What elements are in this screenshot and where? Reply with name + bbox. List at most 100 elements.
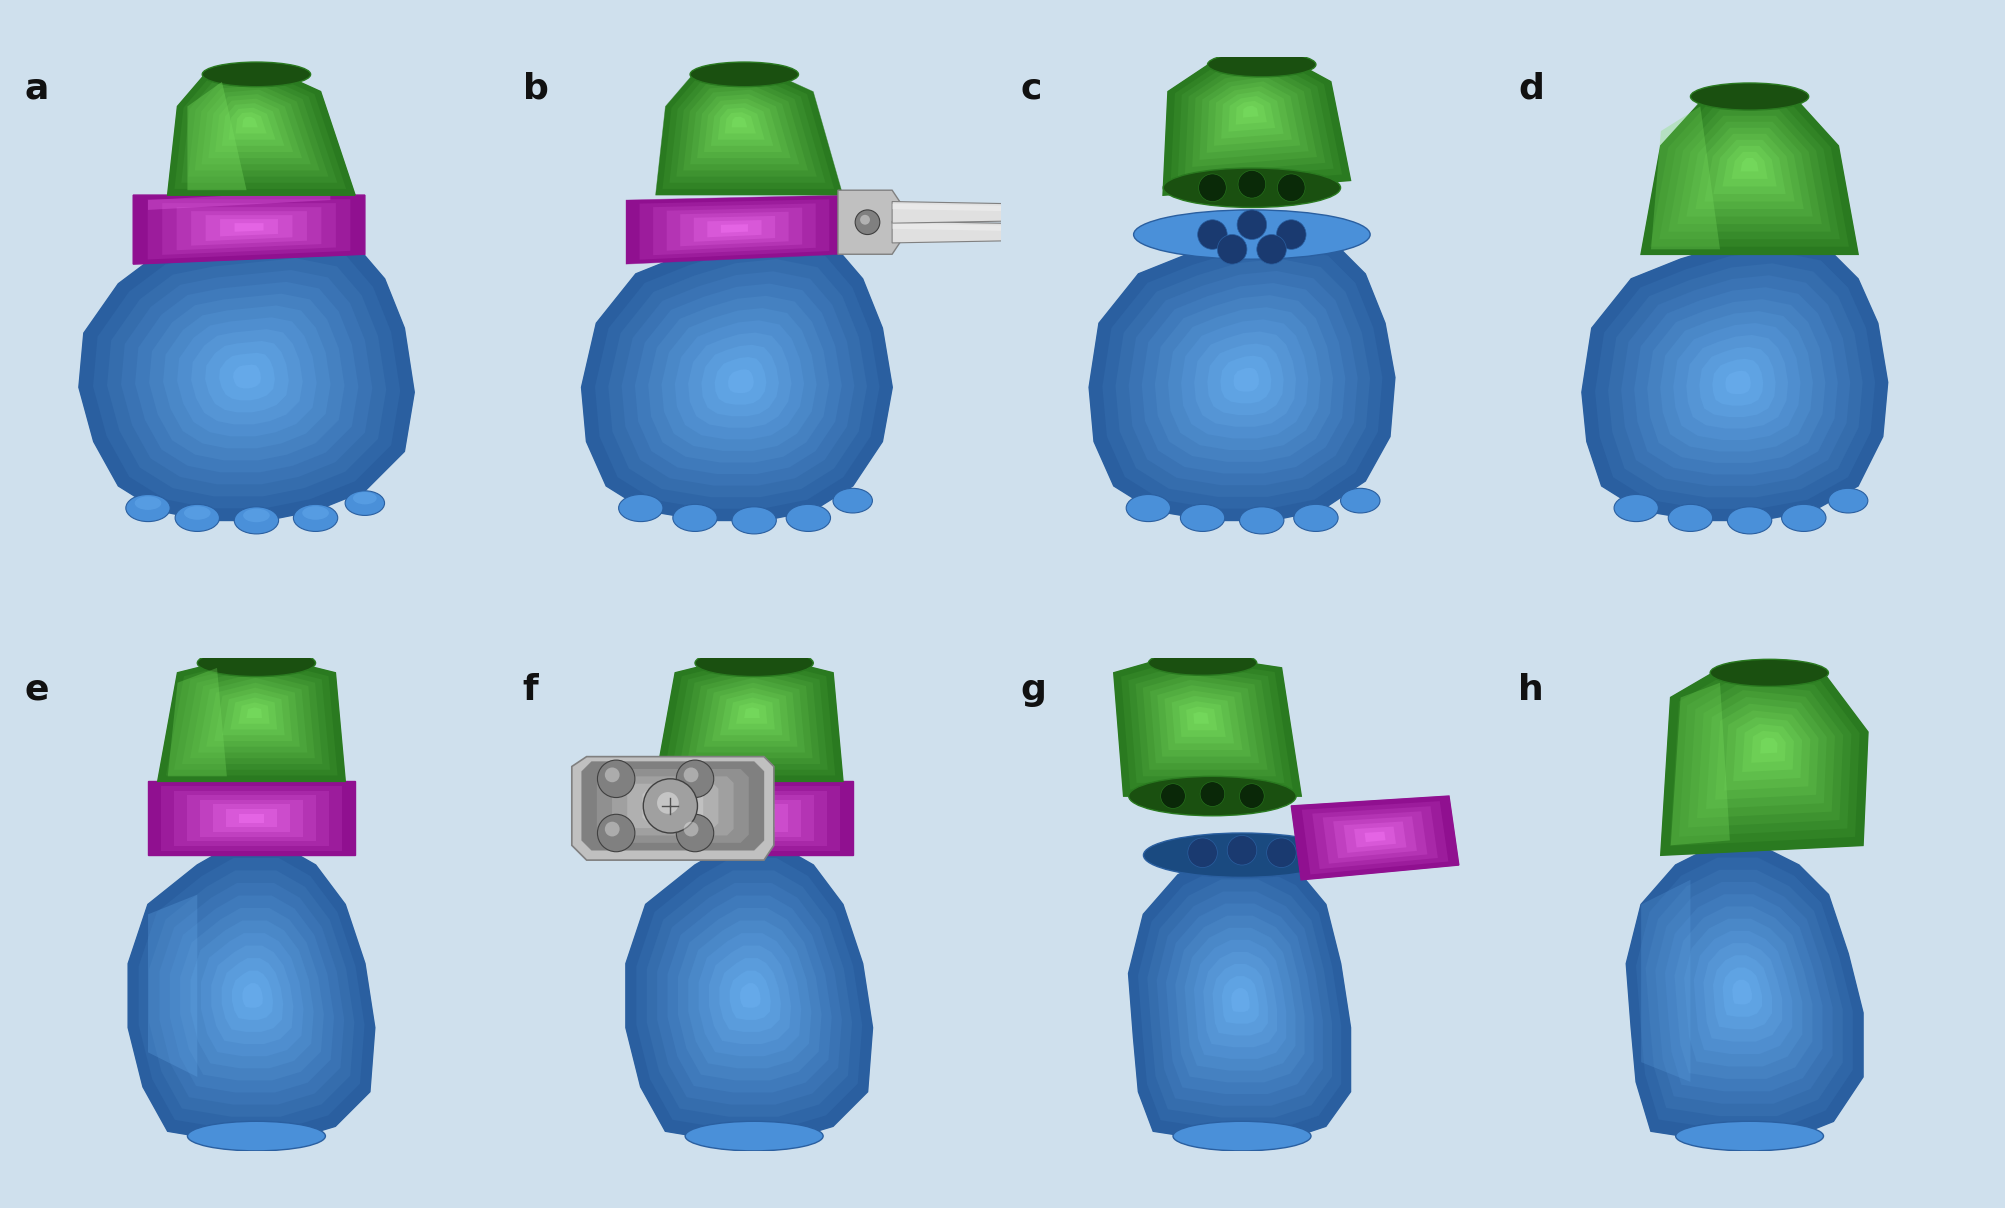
Polygon shape bbox=[1722, 710, 1809, 790]
Circle shape bbox=[676, 760, 714, 797]
Polygon shape bbox=[1179, 701, 1225, 737]
Polygon shape bbox=[1696, 690, 1835, 818]
Circle shape bbox=[1197, 220, 1227, 249]
Polygon shape bbox=[581, 234, 892, 521]
Polygon shape bbox=[690, 89, 798, 164]
Polygon shape bbox=[78, 234, 413, 521]
Polygon shape bbox=[1668, 110, 1831, 232]
Polygon shape bbox=[702, 344, 778, 417]
Polygon shape bbox=[1185, 707, 1217, 731]
Text: e: e bbox=[24, 673, 50, 707]
Ellipse shape bbox=[1710, 660, 1827, 686]
Polygon shape bbox=[712, 687, 790, 741]
Polygon shape bbox=[656, 66, 842, 196]
Polygon shape bbox=[1333, 817, 1416, 858]
Polygon shape bbox=[720, 958, 780, 1032]
Polygon shape bbox=[239, 702, 269, 724]
Circle shape bbox=[1199, 174, 1225, 202]
Polygon shape bbox=[1213, 86, 1291, 146]
Polygon shape bbox=[1301, 801, 1448, 875]
Polygon shape bbox=[168, 66, 355, 196]
Polygon shape bbox=[229, 108, 275, 140]
Polygon shape bbox=[1740, 724, 1792, 772]
Polygon shape bbox=[1678, 676, 1851, 837]
Polygon shape bbox=[1185, 928, 1295, 1070]
Polygon shape bbox=[1722, 146, 1776, 186]
Polygon shape bbox=[1658, 104, 1839, 239]
Polygon shape bbox=[128, 846, 375, 1142]
Ellipse shape bbox=[235, 507, 279, 534]
Circle shape bbox=[1277, 174, 1305, 202]
Polygon shape bbox=[1163, 52, 1349, 196]
Polygon shape bbox=[1672, 323, 1800, 440]
Polygon shape bbox=[724, 809, 774, 827]
Polygon shape bbox=[640, 199, 828, 260]
Polygon shape bbox=[698, 800, 800, 837]
Polygon shape bbox=[1175, 916, 1303, 1082]
Polygon shape bbox=[1608, 263, 1863, 498]
Polygon shape bbox=[1103, 246, 1381, 509]
Ellipse shape bbox=[1000, 227, 1019, 238]
Polygon shape bbox=[1127, 664, 1283, 783]
Polygon shape bbox=[1704, 697, 1827, 809]
Polygon shape bbox=[730, 970, 770, 1020]
Polygon shape bbox=[1712, 359, 1762, 406]
Polygon shape bbox=[1321, 812, 1428, 864]
Polygon shape bbox=[1644, 870, 1843, 1116]
Polygon shape bbox=[200, 933, 303, 1056]
Ellipse shape bbox=[1000, 207, 1019, 217]
Polygon shape bbox=[736, 702, 766, 724]
Polygon shape bbox=[1219, 355, 1271, 403]
Polygon shape bbox=[1227, 95, 1275, 132]
Polygon shape bbox=[1640, 879, 1690, 1082]
Ellipse shape bbox=[243, 509, 269, 522]
Ellipse shape bbox=[1614, 494, 1658, 522]
Polygon shape bbox=[634, 284, 842, 474]
Polygon shape bbox=[892, 221, 1011, 243]
Polygon shape bbox=[1193, 331, 1295, 426]
Polygon shape bbox=[1750, 731, 1784, 762]
Ellipse shape bbox=[1129, 777, 1295, 815]
Polygon shape bbox=[168, 668, 227, 777]
Ellipse shape bbox=[184, 506, 211, 519]
Polygon shape bbox=[838, 190, 902, 254]
Polygon shape bbox=[1343, 821, 1406, 853]
Polygon shape bbox=[148, 871, 355, 1116]
Polygon shape bbox=[1686, 122, 1813, 216]
Polygon shape bbox=[668, 895, 832, 1092]
Circle shape bbox=[860, 215, 870, 225]
Polygon shape bbox=[1620, 275, 1849, 486]
Polygon shape bbox=[233, 365, 261, 389]
Polygon shape bbox=[710, 805, 788, 832]
Polygon shape bbox=[219, 353, 275, 400]
Circle shape bbox=[644, 779, 698, 834]
Circle shape bbox=[854, 210, 880, 234]
Polygon shape bbox=[1181, 319, 1307, 439]
Polygon shape bbox=[1698, 347, 1774, 417]
Polygon shape bbox=[1660, 663, 1867, 855]
Ellipse shape bbox=[1163, 168, 1339, 208]
Polygon shape bbox=[1740, 158, 1758, 172]
Circle shape bbox=[606, 821, 620, 836]
Ellipse shape bbox=[1690, 83, 1809, 110]
Polygon shape bbox=[1233, 367, 1259, 391]
Polygon shape bbox=[223, 103, 285, 146]
Polygon shape bbox=[198, 678, 307, 753]
Polygon shape bbox=[696, 678, 804, 753]
Polygon shape bbox=[247, 708, 263, 718]
Polygon shape bbox=[1221, 91, 1283, 139]
Polygon shape bbox=[1115, 259, 1369, 496]
Ellipse shape bbox=[686, 1121, 822, 1151]
Circle shape bbox=[597, 760, 634, 797]
Ellipse shape bbox=[1147, 651, 1257, 675]
Circle shape bbox=[1217, 234, 1247, 265]
Polygon shape bbox=[215, 99, 293, 152]
Polygon shape bbox=[1291, 796, 1458, 879]
Text: f: f bbox=[521, 673, 537, 707]
Polygon shape bbox=[176, 318, 317, 436]
Polygon shape bbox=[134, 281, 359, 472]
Circle shape bbox=[1161, 784, 1185, 808]
Ellipse shape bbox=[186, 1121, 325, 1151]
Polygon shape bbox=[221, 958, 283, 1032]
Polygon shape bbox=[720, 225, 748, 233]
